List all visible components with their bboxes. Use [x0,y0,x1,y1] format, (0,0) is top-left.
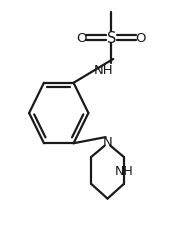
Text: S: S [107,31,116,46]
Text: NH: NH [114,164,133,177]
Text: O: O [136,32,146,45]
Text: NH: NH [94,63,113,76]
Text: N: N [103,135,112,148]
Text: O: O [76,32,87,45]
